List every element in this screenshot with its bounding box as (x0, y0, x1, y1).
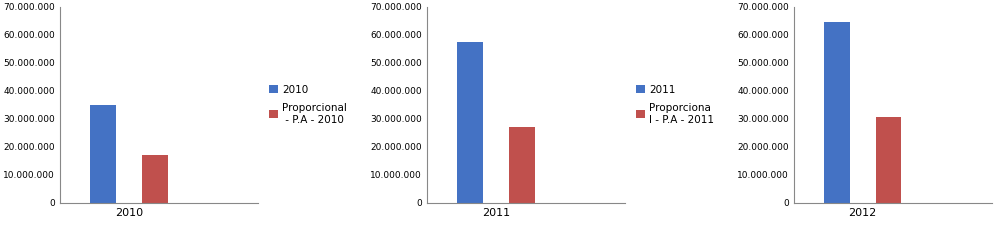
Bar (457, 42, 483, 203)
Legend: 2010, Proporcional
 - P.A - 2010: 2010, Proporcional - P.A - 2010 (267, 83, 349, 127)
Bar (824, 22, 849, 203)
Bar (90, 105, 116, 203)
Legend: 2011, Proporciona
l - P.A - 2011: 2011, Proporciona l - P.A - 2011 (634, 83, 716, 127)
Bar (875, 117, 901, 203)
Bar (142, 155, 167, 203)
Bar (508, 127, 534, 203)
